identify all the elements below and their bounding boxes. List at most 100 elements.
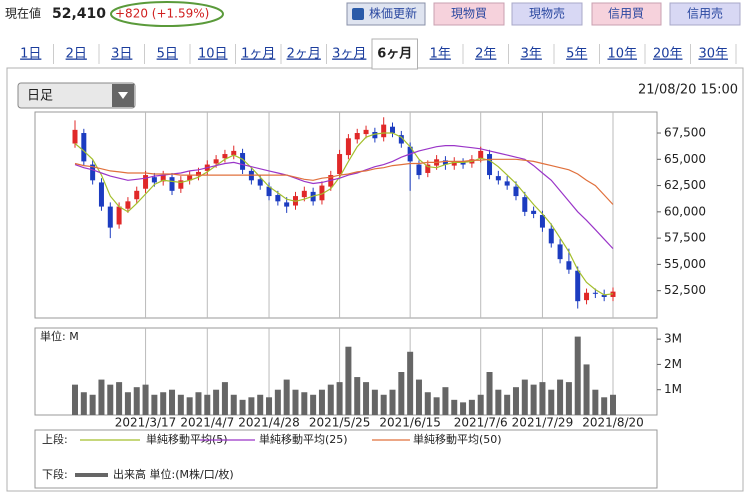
button[interactable]: 株価更新 (346, 2, 426, 26)
candle-body (319, 185, 325, 201)
dropdown[interactable]: 日足 (17, 82, 136, 109)
candle-body (566, 261, 572, 270)
candle-body (584, 292, 590, 301)
volume-bar (186, 397, 193, 415)
y-tick-label: 1M (664, 382, 682, 396)
candle-body (240, 152, 246, 170)
highlight-ellipse (110, 1, 224, 27)
button-label[interactable]: 現物買 (451, 7, 487, 21)
legend-label: 単純移動平均(25) (259, 432, 348, 446)
volume-bar (345, 346, 352, 415)
tab[interactable]: 5年 (566, 47, 587, 62)
volume-bar (557, 379, 564, 415)
volume-bar (539, 382, 546, 415)
candle-body (398, 135, 404, 144)
volume-bar (512, 387, 519, 415)
volume-bar (230, 394, 237, 415)
candle-body (522, 197, 528, 212)
x-tick-label: 2021/4/28 (238, 416, 300, 430)
volume-bar (257, 394, 264, 415)
volume-bar (548, 389, 555, 415)
tab[interactable]: 1年 (430, 47, 451, 62)
tab[interactable]: 10日 (198, 47, 228, 62)
volume-bar (72, 384, 78, 415)
candle-body (425, 164, 431, 173)
volume-bar (424, 392, 431, 415)
price: 52,410 (52, 6, 106, 22)
x-tick-label: 2021/5/25 (309, 416, 371, 430)
volume-bar (213, 389, 220, 415)
candle-body (381, 124, 387, 138)
dropdown-label[interactable]: 日足 (27, 89, 53, 104)
volume-bar (204, 394, 211, 415)
volume-bar (195, 392, 202, 415)
y-tick-label: 3M (664, 332, 682, 346)
volume-bar (486, 372, 493, 415)
volume-bar (610, 394, 616, 415)
tab[interactable]: 20年 (653, 47, 683, 62)
candle-body (151, 177, 157, 183)
tab[interactable]: 3ヶ月 (332, 47, 366, 62)
button-label[interactable]: 信用買 (608, 7, 644, 21)
y-tick-label: 2M (664, 357, 682, 371)
candle-body (354, 133, 360, 140)
y-tick-label: 62,500 (664, 178, 706, 192)
tab[interactable]: 1ヶ月 (241, 47, 275, 62)
button-label[interactable]: 株価更新 (369, 6, 417, 21)
tab[interactable]: 30年 (698, 47, 728, 62)
candle-body (575, 270, 581, 302)
volume-bar (389, 389, 396, 415)
candle-body (372, 131, 378, 139)
candle-body (213, 159, 219, 164)
timestamp: 21/08/20 15:00 (638, 83, 738, 98)
y-tick-label: 57,500 (664, 231, 706, 245)
x-tick-label: 2021/8/20 (582, 416, 644, 430)
volume-bar (415, 379, 422, 415)
button[interactable]: 現物買 (433, 2, 505, 26)
volume-bar (477, 394, 484, 415)
button[interactable]: 信用買 (591, 2, 662, 26)
volume-bar (89, 394, 96, 415)
x-tick-label: 2021/3/17 (115, 416, 177, 430)
volume-bar (433, 397, 440, 415)
tab[interactable]: 3年 (521, 47, 542, 62)
tab[interactable]: 10年 (607, 47, 637, 62)
candle-body (504, 181, 510, 186)
candle-body (98, 182, 104, 207)
volume-bar (336, 382, 343, 415)
volume-bar (354, 377, 361, 415)
candle-body (592, 292, 598, 294)
candle-body (442, 160, 448, 165)
volume-bar (327, 384, 334, 415)
tab[interactable]: 1日 (20, 47, 41, 62)
volume-bar (504, 394, 511, 415)
tab[interactable]: 2ヶ月 (287, 47, 321, 62)
volume-bar (124, 392, 131, 415)
volume-bar (221, 382, 228, 415)
button[interactable]: 現物売 (511, 2, 583, 26)
volume-bar (301, 392, 308, 415)
tab[interactable]: 6ヶ月 (377, 47, 412, 62)
volume-bar (521, 379, 528, 415)
tab-active (371, 38, 418, 70)
button-label[interactable]: 現物売 (529, 6, 565, 21)
volume-bar (283, 379, 290, 415)
candle-body (557, 244, 563, 260)
candle-body (363, 129, 369, 135)
legend-label: 単純移動平均(50) (413, 432, 502, 446)
volume-bar (239, 399, 246, 415)
candle-body (160, 175, 166, 182)
tab[interactable]: 2日 (66, 47, 87, 62)
moving-average (74, 158, 614, 205)
volume-unit: 単位: M (40, 329, 79, 343)
button-label[interactable]: 信用売 (687, 6, 723, 21)
candle-body (513, 186, 519, 197)
x-tick-label: 2021/7/6 (454, 416, 508, 430)
tab[interactable]: 5日 (157, 47, 178, 62)
tab[interactable]: 2年 (475, 47, 496, 62)
volume-bar (107, 384, 114, 415)
volume-bar (442, 387, 449, 415)
volume-bar (583, 364, 590, 415)
button[interactable]: 信用売 (669, 2, 741, 26)
tab[interactable]: 3日 (111, 47, 132, 62)
